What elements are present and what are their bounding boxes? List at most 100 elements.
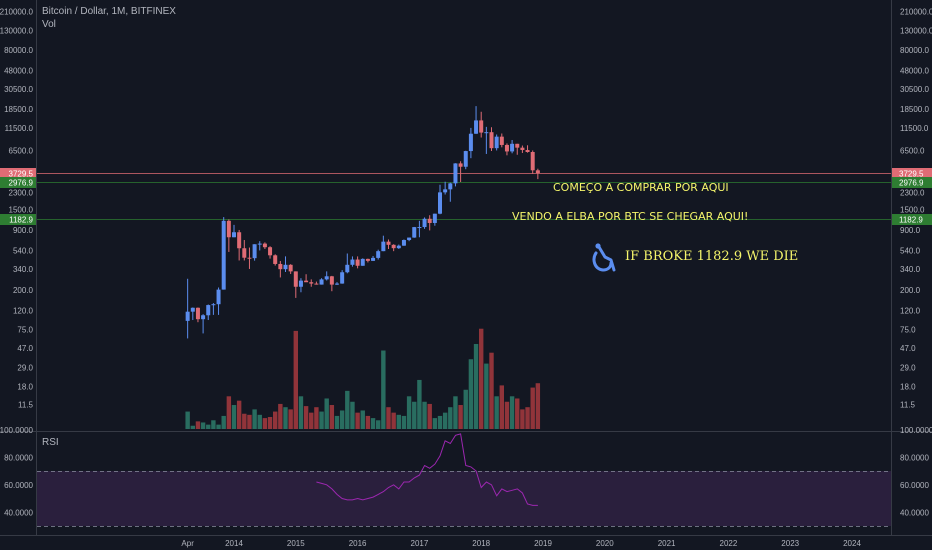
candle-body xyxy=(365,258,370,261)
candle-body xyxy=(360,258,365,266)
candle-body xyxy=(268,247,273,256)
candle-body xyxy=(489,132,494,149)
price-tick-left: 1500.0 xyxy=(9,205,34,214)
volume-bar xyxy=(293,330,298,429)
candle-body xyxy=(262,243,267,248)
time-tick: 2018 xyxy=(472,539,490,548)
volume-bar xyxy=(345,390,350,429)
time-tick: 2020 xyxy=(596,539,614,548)
volume-bar xyxy=(509,396,515,429)
level-tag-left: 2976.9 xyxy=(0,177,36,188)
volume-bar xyxy=(406,396,412,429)
candle-body xyxy=(417,227,422,229)
volume-bar xyxy=(221,415,226,429)
candle-body xyxy=(520,147,525,151)
rsi-tick-left: 40.0000 xyxy=(4,508,33,517)
price-tick-right: 540.0 xyxy=(900,246,921,255)
candle-body xyxy=(499,136,504,145)
candle-body xyxy=(288,264,293,272)
candle-body xyxy=(185,311,190,321)
volume-bar xyxy=(242,413,247,429)
time-tick: 2024 xyxy=(843,539,861,548)
volume-bar xyxy=(278,403,283,429)
volume-bar xyxy=(437,415,443,429)
volume-bar xyxy=(412,401,417,429)
price-tick-right: 11.5 xyxy=(900,401,916,410)
time-tick: 2014 xyxy=(225,539,243,548)
volume-label: Vol xyxy=(42,19,56,30)
volume-bar xyxy=(329,405,335,429)
volume-bar xyxy=(273,411,278,429)
price-tick-right: 29.0 xyxy=(900,364,916,373)
candle-body xyxy=(211,304,216,306)
candle-body xyxy=(535,170,540,173)
volume-bar xyxy=(211,420,216,429)
candle-body xyxy=(232,232,236,238)
candle-body xyxy=(401,240,406,246)
candle-body xyxy=(221,220,226,290)
volume-bar xyxy=(319,411,324,429)
candle-body xyxy=(422,218,427,228)
volume-bar xyxy=(427,403,432,429)
candle-body xyxy=(504,144,509,152)
rsi-tick-left: 100.0000 xyxy=(0,426,34,435)
volume-bar xyxy=(484,363,489,429)
sell-annotation: VENDO A ELBA POR BTC SE CHEGAR AQUI! xyxy=(512,210,749,223)
level-tag-right: 3729.5 xyxy=(892,168,932,179)
rsi-tick-left: 60.0000 xyxy=(4,481,33,490)
buy-annotation: COMEÇO A COMPRAR POR AQUI xyxy=(553,181,729,194)
price-tick-left: 29.0 xyxy=(17,364,33,373)
price-tick-right: 18500.0 xyxy=(900,105,929,114)
candle-body xyxy=(479,120,484,133)
volume-bar xyxy=(288,409,293,429)
price-tick-left: 18.0 xyxy=(17,383,33,392)
volume-bar xyxy=(247,414,252,429)
volume-bar xyxy=(190,425,195,429)
rsi-overbought-oversold-band xyxy=(37,471,891,526)
volume-bar xyxy=(257,414,262,429)
price-axis-right[interactable]: 210000.0 130000.0 80000.0 48000.0 30500.0 185… xyxy=(900,8,932,410)
candle-body xyxy=(340,272,345,284)
price-tick-left: 30500.0 xyxy=(4,85,33,94)
candle-body xyxy=(329,276,334,285)
candle-body xyxy=(530,151,535,171)
candle-body xyxy=(206,305,211,316)
rsi-tick-right: 60.0000 xyxy=(900,481,929,490)
rsi-axis: 100.0000 100.0000 80.0000 80.0000 60.0000 60.… xyxy=(0,426,932,518)
volume-bar xyxy=(350,401,355,429)
price-tick-left: 210000.0 xyxy=(0,8,34,17)
volume-bar xyxy=(360,410,365,429)
time-tick: 2015 xyxy=(287,539,305,548)
rsi-tick-right: 80.0000 xyxy=(900,453,929,462)
candle-body xyxy=(376,251,381,258)
price-tick-right: 47.0 xyxy=(900,344,916,353)
level-tag-right: 1182.9 xyxy=(892,214,932,225)
volume-bar xyxy=(479,328,484,429)
price-tick-right: 340.0 xyxy=(900,265,921,274)
candle-body xyxy=(237,232,242,249)
time-tick: 2023 xyxy=(781,539,799,548)
time-axis[interactable]: Apr 2014 2015 2016 2017 2018 2019 2020 2021 2022 2… xyxy=(181,539,861,548)
candle-body xyxy=(252,244,257,259)
volume-bar xyxy=(530,387,535,429)
volume-bar xyxy=(463,389,468,429)
volume-bar xyxy=(324,398,329,429)
candle-body xyxy=(386,241,391,245)
volume-bars xyxy=(185,328,541,429)
price-tick-left: 540.0 xyxy=(13,246,34,255)
candle-body xyxy=(453,163,458,184)
time-tick: 2017 xyxy=(411,539,429,548)
time-tick: 2016 xyxy=(349,539,367,548)
svg-text:1182.9: 1182.9 xyxy=(899,216,923,225)
time-tick: Apr xyxy=(181,539,194,548)
candle-body xyxy=(474,120,479,134)
volume-bar xyxy=(453,396,458,429)
die-annotation: IF BROKE 1182.9 WE DIE xyxy=(625,249,799,264)
level-tag-right: 2976.9 xyxy=(892,177,932,188)
volume-bar xyxy=(386,407,391,429)
price-tick-left: 120.0 xyxy=(13,307,34,316)
volume-bar xyxy=(520,409,525,429)
volume-bar xyxy=(391,412,396,429)
level-tag-left: 3729.5 xyxy=(0,168,36,179)
